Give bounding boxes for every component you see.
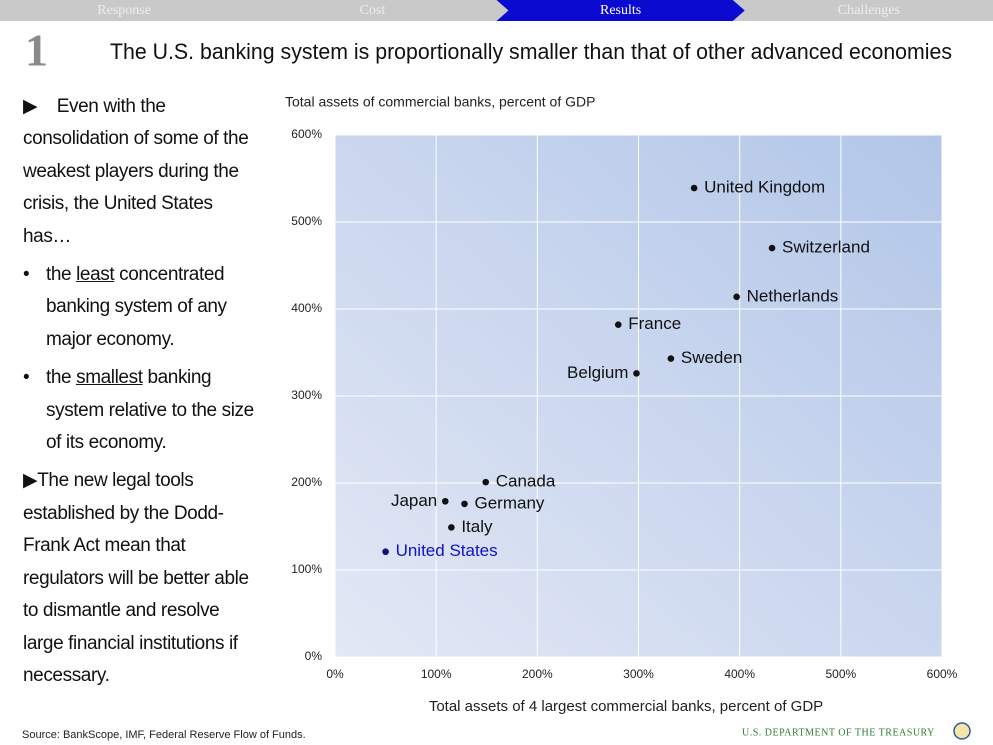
bullet: the least concentrated banking system of… <box>23 259 255 356</box>
y-tick-label: 300% <box>291 388 322 402</box>
bullet: the smallest banking system relative to … <box>23 362 255 459</box>
point-label: United States <box>396 541 498 560</box>
point <box>382 548 389 556</box>
y-tick-label: 500% <box>291 214 322 228</box>
point <box>667 355 675 362</box>
text: the <box>46 264 77 286</box>
x-tick-label: 400% <box>724 667 755 681</box>
slide-number: 1 <box>25 25 48 76</box>
underlined: least <box>76 264 115 286</box>
x-tick-label: 200% <box>522 667 553 681</box>
point <box>461 500 468 508</box>
point <box>448 524 455 531</box>
point <box>441 497 449 505</box>
x-tick-label: 100% <box>421 667 452 681</box>
slide-title: The U.S. banking system is proportionall… <box>110 39 952 64</box>
nav-bar <box>0 0 993 21</box>
point <box>482 478 490 486</box>
point-label: Japan <box>391 491 437 510</box>
bullet-list: the least concentrated banking system of… <box>23 259 255 459</box>
nav: Response Cost Results Challenges <box>97 0 900 21</box>
point-label: Netherlands <box>747 286 839 305</box>
nav-tab: Challenges <box>838 3 900 18</box>
y-tick-label: 600% <box>291 127 322 141</box>
y-axis-title: Total assets of commercial banks, percen… <box>285 94 595 110</box>
arrow: ▶ <box>23 96 57 117</box>
point <box>614 321 622 328</box>
point-label: Canada <box>496 472 556 491</box>
closing-text: The new legal tools established by the D… <box>23 470 249 686</box>
nav-tab: Results <box>600 3 641 18</box>
intro: ▶ Even with the consolidation of some of… <box>23 91 255 253</box>
text: concentrated banking system of any major… <box>46 264 227 350</box>
underlined: smallest <box>76 367 143 389</box>
point-label: Italy <box>461 517 493 536</box>
nav-tab: Response <box>97 3 151 18</box>
point <box>733 293 740 301</box>
point-label: Switzerland <box>782 238 870 257</box>
text: banking system relative to the size of i… <box>46 367 254 454</box>
point <box>768 244 776 252</box>
closing: ▶The new legal tools established by the … <box>23 465 255 692</box>
x-tick-label: 0% <box>326 667 344 681</box>
y-tick-label: 0% <box>305 649 323 663</box>
x-tick-label: 500% <box>825 667 856 681</box>
active-tab <box>496 0 745 21</box>
x-tick-label: 600% <box>927 667 958 681</box>
y-tick-label: 100% <box>291 562 322 576</box>
point <box>690 184 698 192</box>
point-label: Sweden <box>681 348 742 367</box>
y-tick-label: 200% <box>291 475 322 489</box>
intro-text: Even with the consolidation of some of t… <box>23 96 249 247</box>
arrow: ▶ <box>23 470 38 492</box>
text: the <box>46 367 77 389</box>
body-text: ▶ Even with the consolidation of some of… <box>23 91 255 698</box>
nav-tab: Cost <box>360 3 386 18</box>
point-label: Belgium <box>567 363 628 382</box>
y-tick-label: 400% <box>291 301 322 315</box>
x-axis-title: Total assets of 4 largest commercial ban… <box>429 698 823 715</box>
point-label: France <box>628 314 681 333</box>
x-tick-label: 300% <box>623 667 654 681</box>
seal <box>953 722 971 740</box>
source: Source: BankScope, IMF, Federal Reserve … <box>22 729 306 741</box>
point-label: United Kingdom <box>704 178 825 197</box>
agency: U.S. DEPARTMENT OF THE TREASURY <box>742 727 935 738</box>
point-label: Germany <box>474 493 544 512</box>
point <box>633 370 640 377</box>
